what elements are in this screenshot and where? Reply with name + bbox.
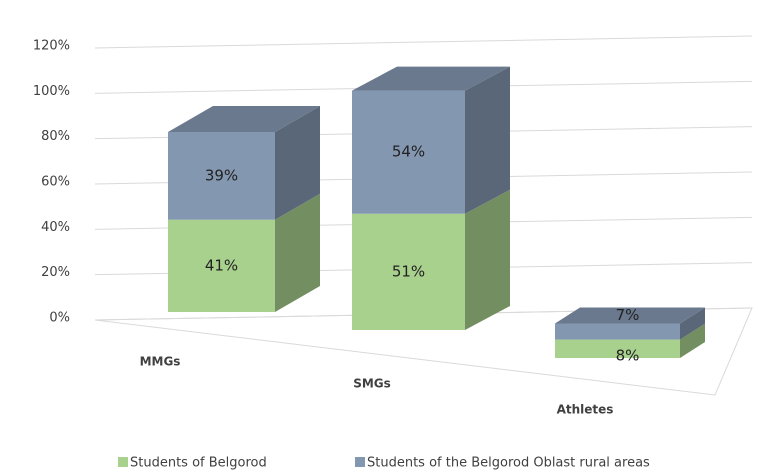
legend-label: Students of Belgorod [130,456,267,471]
bar [555,323,680,340]
bar [352,213,465,330]
legend-label: Students of the Belgorod Oblast rural ar… [367,456,650,471]
bar-side [275,106,320,220]
y-tick-label: 120% [33,39,70,54]
bar [352,90,465,214]
bar-side [465,189,510,330]
bar [168,132,275,220]
legend-swatch [118,457,128,467]
bar-top [352,66,510,91]
y-tick-label: 80% [41,129,70,144]
x-tick-label: SMGs [353,377,391,391]
y-tick-label: 60% [41,175,70,190]
y-tick-label: 100% [33,84,70,99]
bar-side [465,66,510,214]
bar [168,219,275,312]
y-tick-label: 20% [41,265,70,280]
value-label: 8% [616,347,640,365]
value-label: 51% [392,262,425,280]
bar-top [168,106,320,132]
value-label: 7% [616,306,640,324]
value-label: 41% [205,256,238,274]
bar-side [680,323,705,358]
bar-side [680,307,705,340]
x-tick-label: MMGs [140,355,181,369]
bar [555,339,680,358]
grid-line [94,35,753,49]
x-tick-label: Athletes [557,403,614,417]
legend-swatch [355,457,365,467]
value-label: 54% [392,143,425,161]
y-tick-label: 40% [41,220,70,235]
bar-top [555,307,705,324]
value-label: 39% [205,166,238,184]
bar-side [275,193,320,312]
y-tick-label: 0% [49,311,70,326]
